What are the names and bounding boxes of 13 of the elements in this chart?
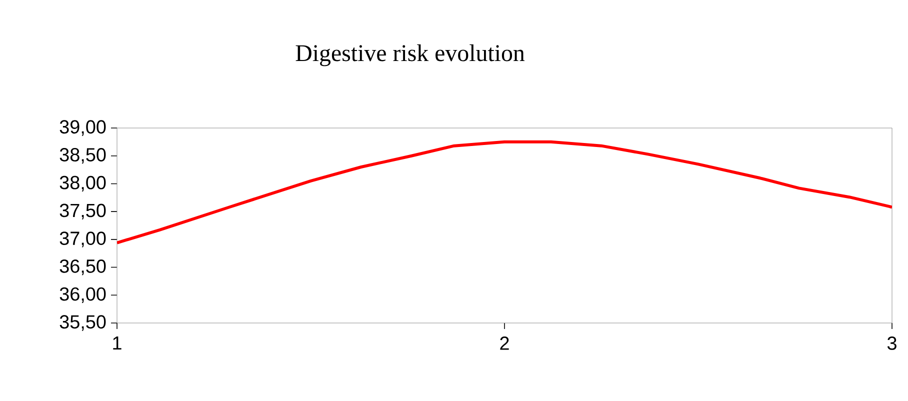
y-tick-label: 39,00 (60, 120, 106, 136)
x-tick-label: 3 (887, 336, 896, 350)
y-tick-label: 36,00 (60, 287, 106, 303)
y-tick-label: 36,50 (60, 259, 106, 276)
y-tick-label: 35,50 (60, 315, 106, 331)
chart-title: Digestive risk evolution (296, 44, 525, 66)
y-tick-label: 38,50 (60, 148, 106, 164)
y-tick-label: 38,00 (60, 176, 106, 192)
x-tick-label: 1 (113, 336, 122, 350)
line-series (117, 140, 892, 244)
y-tick-label: 37,50 (60, 204, 106, 220)
x-tick-label: 2 (500, 336, 509, 350)
y-tick-label: 37,00 (60, 232, 106, 248)
